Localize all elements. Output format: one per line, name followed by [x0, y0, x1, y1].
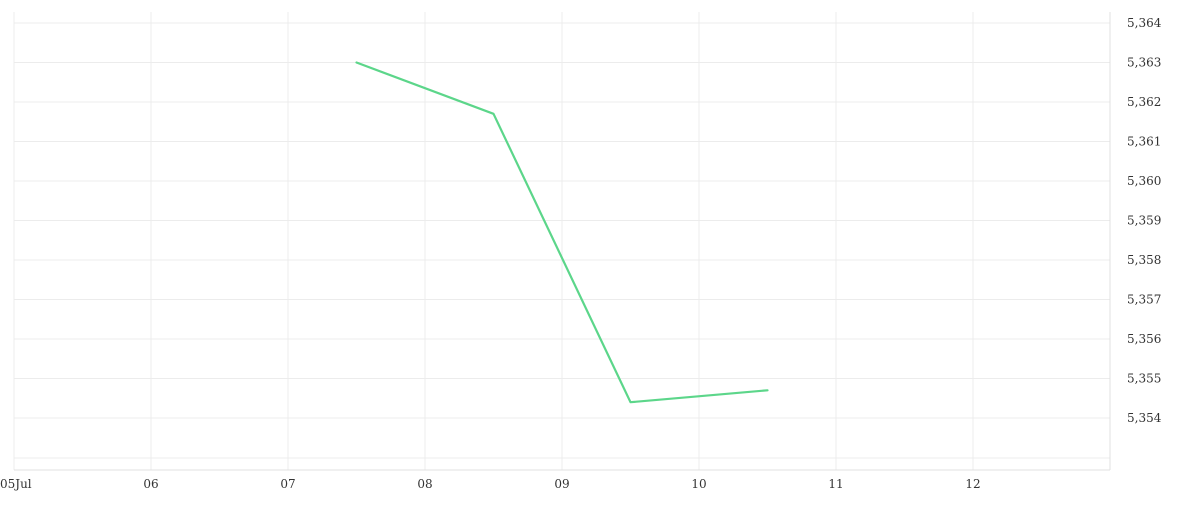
y-tick-label: 5,361 [1127, 135, 1161, 149]
x-tick-label: 08 [417, 477, 432, 491]
y-tick-label: 5,356 [1127, 332, 1161, 346]
y-tick-label: 5,354 [1127, 411, 1162, 425]
x-tick-label: 09 [554, 477, 569, 491]
y-tick-label: 5,364 [1127, 16, 1162, 30]
y-tick-label: 5,355 [1127, 372, 1161, 386]
y-tick-label: 5,359 [1127, 214, 1161, 228]
x-tick-label: 06 [143, 477, 158, 491]
grid [13, 12, 1111, 470]
y-tick-label: 5,363 [1127, 56, 1161, 70]
x-tick-label: 10 [691, 477, 706, 491]
y-tick-label: 5,357 [1127, 293, 1161, 307]
tick-labels: 05Jul 06 07 08 09 10 11 12 5,364 5,363 5,362 5,361 5… [0, 16, 1162, 491]
y-tick-label: 5,358 [1127, 253, 1161, 267]
x-tick-label: 07 [280, 477, 295, 491]
y-tick-label: 5,360 [1127, 174, 1161, 188]
axes [14, 12, 1111, 471]
x-tick-label: 05Jul [0, 477, 32, 491]
series-line-0 [355, 61, 769, 404]
x-tick-label: 12 [965, 477, 980, 491]
series-layer [355, 61, 769, 404]
x-tick-label: 11 [828, 477, 843, 491]
y-tick-label: 5,362 [1127, 95, 1161, 109]
